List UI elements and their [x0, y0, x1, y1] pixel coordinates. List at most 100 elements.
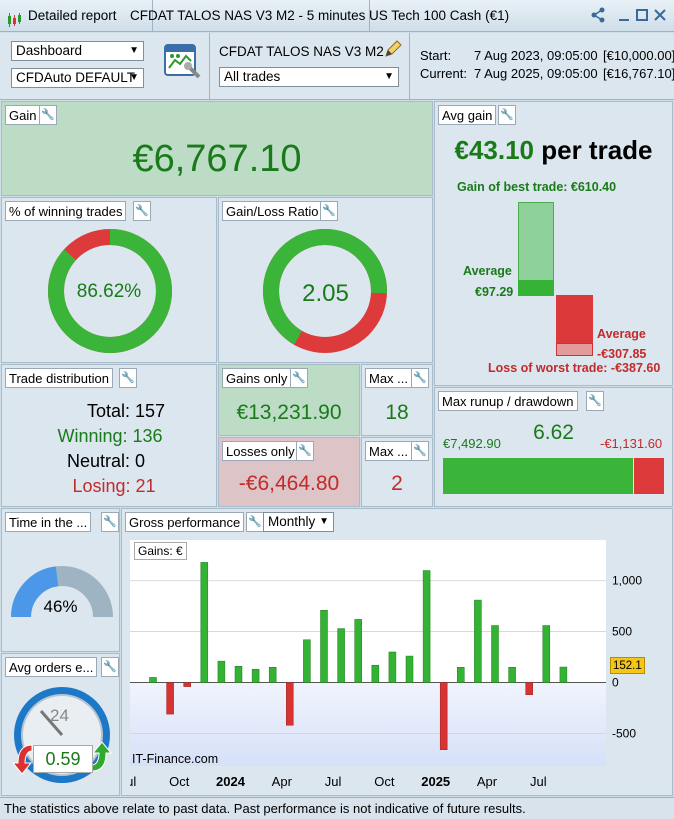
pin-icon[interactable]: 🔧: [586, 391, 604, 411]
chart-bar: [166, 682, 174, 715]
toolbar-divider: [409, 33, 410, 100]
pin-icon[interactable]: 🔧: [39, 105, 57, 125]
start-amount: [€10,000.00]: [603, 48, 674, 63]
chevron-down-icon: ▼: [129, 45, 139, 56]
distribution-panel: Trade distribution 🔧 Total: 157 Winning:…: [1, 364, 217, 507]
x-tick-label: Jul: [530, 774, 547, 789]
tab-label: US Tech 100 Cash (€1): [369, 8, 510, 23]
avg-gain-panel: Avg gain 🔧 €43.10 per trade Gain of best…: [434, 101, 673, 386]
pin-icon[interactable]: 🔧: [411, 441, 429, 461]
chart-bar: [474, 599, 482, 683]
tab-strategy[interactable]: CFDAT TALOS NAS V3 M2 - 5 minutes: [124, 0, 370, 32]
tab-instrument[interactable]: US Tech 100 Cash (€1): [363, 0, 509, 32]
chart-bar: [508, 667, 516, 683]
drawdown-value: -€1,131.60: [600, 436, 663, 451]
pin-icon[interactable]: 🔧: [290, 368, 308, 388]
period-select[interactable]: Monthly ▼: [263, 512, 334, 532]
drawdown-bar: [634, 458, 664, 494]
chart-bar: [268, 667, 277, 683]
pin-icon[interactable]: 🔧: [246, 512, 264, 532]
distribution-winning: Winning: 136: [57, 426, 163, 446]
gains-only-value: €13,231.90: [236, 401, 342, 424]
current-label: Current:: [420, 66, 467, 81]
trades-select[interactable]: All trades ▼: [219, 67, 399, 87]
gain-title: Gain: [5, 105, 41, 125]
avg-gain-title: Avg gain: [438, 105, 497, 125]
worst-trade-label: Loss of worst trade: -€387.60: [488, 361, 661, 375]
chart-bar: [183, 682, 191, 687]
chart-bar: [559, 666, 568, 683]
dial-label: 24: [50, 706, 69, 725]
winning-panel: % of winning trades 🔧 86.62%: [1, 197, 217, 363]
chart-bar: [542, 625, 551, 683]
gains-only-panel: Gains only 🔧 €13,231.90: [218, 364, 360, 436]
x-tick-label: Apr: [477, 774, 498, 789]
tab-detailed-report[interactable]: Detailed report: [0, 0, 153, 32]
current-amount: [€16,767.10]: [603, 66, 674, 81]
avg-win-label: Average: [463, 264, 512, 278]
watermark: IT-Finance.com: [132, 752, 219, 766]
max-win-panel: Max ... 🔧 18: [361, 364, 433, 436]
chart-bar: [217, 660, 226, 683]
runup-ratio: 6.62: [533, 421, 574, 444]
pin-icon[interactable]: 🔧: [133, 201, 151, 221]
account-select[interactable]: CFDAuto DEFAULT ▼: [11, 68, 144, 88]
candlestick-icon: [6, 8, 22, 27]
pin-icon[interactable]: 🔧: [320, 201, 338, 221]
x-tick-label: 2025: [421, 774, 450, 789]
pin-icon[interactable]: 🔧: [498, 105, 516, 125]
x-tick-label: Oct: [169, 774, 190, 789]
distribution-neutral: Neutral: 0: [66, 451, 146, 471]
chart-bar: [286, 682, 294, 726]
gain-loss-value: 2.05: [302, 280, 349, 307]
losses-only-title: Losses only: [222, 441, 299, 461]
chart-bar: [388, 651, 397, 683]
view-select[interactable]: Dashboard ▼: [11, 41, 144, 61]
time-in-market-panel: Time in the ... 🔧 46%: [1, 508, 120, 652]
time-in-market-value: 46%: [43, 597, 78, 616]
maximize-icon[interactable]: [634, 7, 650, 23]
gains-only-title: Gains only: [222, 368, 292, 388]
gain-loss-panel: Gain/Loss Ratio 🔧 2.05: [218, 197, 433, 363]
runup-bar: [443, 458, 633, 494]
max-loss-value: 2: [391, 472, 403, 495]
time-in-market-title: Time in the ...: [5, 512, 92, 532]
chart-bar: [405, 655, 414, 683]
current-date: 7 Aug 2025, 09:05:00: [474, 66, 598, 81]
pin-icon[interactable]: 🔧: [411, 368, 429, 388]
chart-bar: [234, 665, 243, 683]
chart-bar: [251, 669, 260, 683]
gross-title: Gross performance: [125, 512, 245, 532]
pin-icon[interactable]: 🔧: [296, 441, 314, 461]
avg-win-bar: [518, 280, 554, 296]
losses-only-panel: Losses only 🔧 -€6,464.80: [218, 437, 360, 507]
pin-icon[interactable]: 🔧: [101, 657, 119, 677]
pin-icon[interactable]: 🔧: [119, 368, 137, 388]
chart-bar: [457, 667, 465, 683]
chevron-down-icon: ▼: [384, 71, 394, 82]
close-icon[interactable]: [652, 7, 668, 23]
view-select-value: Dashboard: [16, 43, 83, 58]
gross-performance-chart: -500 0 500 1,000 Jul Oct 2024 Apr Jul Oct 2025 Apr…: [130, 540, 642, 789]
toolbar-divider: [209, 33, 210, 100]
start-label: Start:: [420, 48, 452, 63]
gauge-fill: [11, 566, 113, 618]
avg-win-value: €97.29: [475, 285, 514, 299]
donut-win-arc: [48, 229, 172, 353]
y-tick-label: 500: [612, 625, 632, 639]
avg-gain-suffix: per trade: [541, 135, 653, 165]
winning-donut: [48, 229, 172, 353]
y-tick-label: 0: [612, 676, 619, 690]
minimize-icon[interactable]: [616, 7, 632, 23]
pin-icon[interactable]: 🔧: [101, 512, 119, 532]
start-date: 7 Aug 2023, 09:05:00: [474, 48, 598, 63]
x-tick-label: Apr: [272, 774, 293, 789]
tab-label: Detailed report: [28, 8, 117, 23]
share-icon[interactable]: [590, 7, 606, 23]
strategy-settings-icon[interactable]: [164, 42, 202, 80]
runup-value: €7,492.90: [443, 436, 501, 451]
avg-orders-panel: Avg orders e... 🔧 24 0.59: [1, 653, 120, 796]
x-tick-label: Oct: [374, 774, 395, 789]
runup-panel: Max runup / drawdown 🔧 €7,492.90 6.62 -€…: [434, 387, 673, 507]
edit-pencil-icon[interactable]: [383, 39, 403, 59]
